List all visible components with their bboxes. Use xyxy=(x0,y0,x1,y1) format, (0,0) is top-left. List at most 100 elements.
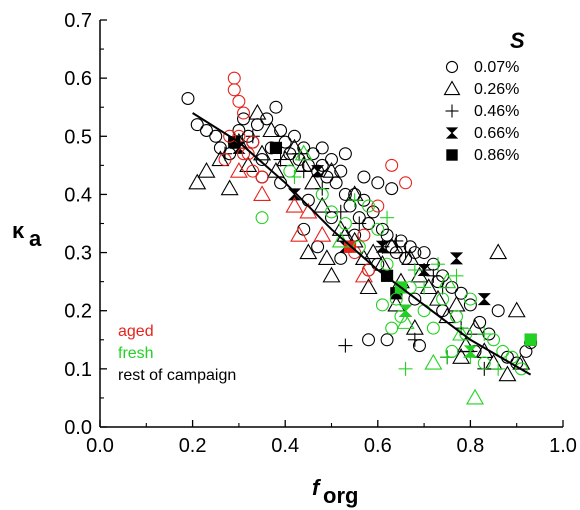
x-axis-title: f org xyxy=(312,475,358,508)
data-point-plus xyxy=(287,169,302,184)
data-point-circle xyxy=(246,135,260,149)
data-point-circle xyxy=(385,182,399,196)
data-point-triangle xyxy=(313,196,332,213)
data-point-plus xyxy=(352,216,367,231)
data-point-plus xyxy=(389,233,404,248)
data-point-triangle xyxy=(428,289,447,306)
data-point-triangle xyxy=(313,225,332,242)
data-point-triangle xyxy=(220,179,239,196)
legend-label: 0.66% xyxy=(474,125,519,142)
data-point-plus xyxy=(398,245,413,260)
data-point-triangle xyxy=(211,150,230,167)
data-point-triangle xyxy=(322,162,341,178)
data-point-circle xyxy=(454,286,468,300)
data-point-circle xyxy=(463,298,477,312)
data-point-circle xyxy=(190,118,204,132)
data-point-circle xyxy=(487,333,501,347)
data-point-circle xyxy=(357,228,371,242)
data-point-circle xyxy=(324,205,338,219)
data-point-plus xyxy=(430,257,445,272)
data-point-circle xyxy=(227,71,241,85)
x-tick-label: 0.8 xyxy=(456,435,484,457)
y-tick-label: 0.5 xyxy=(64,126,92,148)
data-point-circle xyxy=(338,187,352,201)
data-point-circle xyxy=(334,164,348,178)
x-axis-label-sub: org xyxy=(323,483,358,508)
data-point-triangle xyxy=(290,225,309,242)
y-tick-label: 0.2 xyxy=(64,301,92,323)
data-point-circle xyxy=(371,199,385,213)
data-point-square xyxy=(524,333,537,346)
data-point-triangle xyxy=(354,266,373,283)
y-tick-label: 0.7 xyxy=(64,10,92,32)
data-point-triangle xyxy=(419,278,438,295)
data-point-hourglass xyxy=(463,345,477,358)
data-point-hourglass xyxy=(449,252,464,265)
data-point-circle xyxy=(209,129,223,143)
data-point-triangle xyxy=(248,103,267,120)
y-axis-label-sub: a xyxy=(29,226,42,251)
data-point-triangle xyxy=(396,313,415,329)
data-point-plus xyxy=(407,263,422,278)
data-point-circle xyxy=(362,333,376,347)
data-point-triangle xyxy=(438,272,457,289)
y-tick-label: 0.6 xyxy=(64,68,92,90)
data-point-circle xyxy=(375,298,389,312)
data-point-hourglass xyxy=(311,165,325,178)
data-point-plus xyxy=(380,210,395,225)
legend-label: 0.07% xyxy=(474,59,519,76)
data-point-triangle xyxy=(294,144,313,161)
y-tick-label: 0.1 xyxy=(64,359,92,381)
legend-marker-circle xyxy=(445,60,459,74)
data-point-circle xyxy=(463,292,477,306)
data-point-plus xyxy=(440,350,455,365)
data-point-triangle xyxy=(253,144,272,161)
data-point-triangle xyxy=(197,162,216,178)
x-tick-label: 1.0 xyxy=(549,435,577,457)
legend-title: S xyxy=(510,28,525,53)
data-point-triangle xyxy=(239,156,258,172)
data-point-circle xyxy=(223,129,237,143)
data-point-triangle xyxy=(253,185,272,202)
data-point-circle xyxy=(371,176,385,190)
data-point-plus xyxy=(491,361,506,376)
data-point-circle xyxy=(362,199,376,213)
y-tick-label: 0.4 xyxy=(64,184,92,206)
group-labels: aged fresh rest of campaign xyxy=(118,323,236,384)
legend-marker-plus xyxy=(445,104,459,118)
data-point-circle xyxy=(227,83,241,97)
data-point-circle xyxy=(250,118,264,132)
data-point-plus xyxy=(273,152,288,167)
group-label-aged: aged xyxy=(118,323,154,340)
legend-marker-hourglass xyxy=(445,127,459,139)
data-point-hourglass xyxy=(375,240,389,253)
data-point-plus xyxy=(338,338,353,353)
data-point-triangle xyxy=(276,150,295,167)
series-10-plus xyxy=(287,169,506,376)
data-point-circle xyxy=(450,310,464,324)
fit-line-layer xyxy=(192,112,532,376)
series-9-triangle xyxy=(294,144,485,405)
data-point-circle xyxy=(255,211,269,225)
data-point-circle xyxy=(297,222,311,236)
data-point-circle xyxy=(315,141,329,155)
data-point-hourglass xyxy=(399,304,413,317)
data-point-circle xyxy=(380,257,394,271)
data-point-circle xyxy=(306,147,320,161)
data-point-triangle xyxy=(303,173,322,190)
data-point-circle xyxy=(334,251,348,265)
legend-marker-square xyxy=(446,149,458,161)
data-point-circle xyxy=(315,187,329,201)
data-point-hourglass xyxy=(477,293,491,306)
data-point-circle xyxy=(380,333,394,347)
data-point-triangle xyxy=(188,173,207,190)
data-point-circle xyxy=(269,100,283,114)
data-point-circle xyxy=(399,176,413,190)
data-point-plus xyxy=(347,193,362,208)
data-point-plus xyxy=(407,332,422,347)
data-point-triangle xyxy=(322,266,341,283)
data-point-triangle xyxy=(466,388,485,405)
data-point-circle xyxy=(241,147,255,161)
data-point-triangle xyxy=(452,324,471,341)
data-point-circle xyxy=(237,147,251,161)
